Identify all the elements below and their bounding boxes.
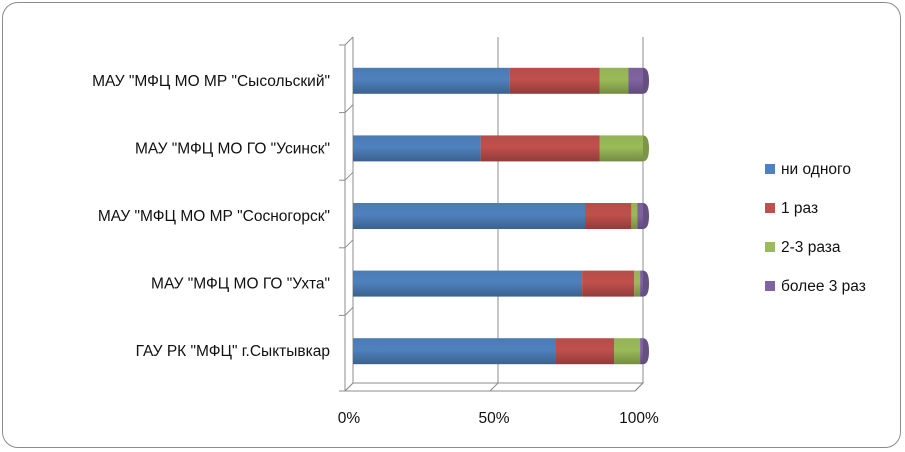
bar-0-1 bbox=[353, 135, 481, 162]
gridline-depth-2 bbox=[634, 382, 644, 392]
bar-2-4 bbox=[614, 338, 641, 365]
gridline-depth-0 bbox=[344, 382, 354, 392]
bar-1-2 bbox=[585, 203, 632, 229]
category-tick-depth-1 bbox=[344, 104, 354, 113]
legend-label-3: более 3 раз bbox=[781, 278, 866, 295]
x-tick-labels: 0% 50% 100% bbox=[338, 410, 659, 427]
legend-swatch-2 bbox=[765, 242, 775, 252]
gridline-depth-1 bbox=[489, 382, 499, 392]
legend-swatch-1 bbox=[765, 203, 775, 213]
bar-3-0 bbox=[628, 67, 643, 94]
bar-1-1 bbox=[480, 135, 600, 162]
bar-cap-2 bbox=[643, 203, 649, 229]
x-tick-label-2: 100% bbox=[619, 410, 659, 427]
x-tick-label-1: 50% bbox=[478, 410, 509, 427]
category-labels: МАУ "МФЦ МО МР "Сысольский" МАУ "МФЦ МО Г… bbox=[92, 73, 330, 360]
legend-label-2: 2-3 раза bbox=[781, 239, 841, 256]
bar-1-3 bbox=[582, 270, 635, 297]
category-label-4: ГАУ РК "МФЦ" г.Сыктывкар bbox=[136, 343, 330, 360]
x-tick-label-0: 0% bbox=[338, 410, 361, 427]
bar-2-0 bbox=[599, 67, 629, 94]
bar-3-4 bbox=[640, 338, 643, 365]
legend-swatch-0 bbox=[765, 164, 775, 174]
bar-cap-4 bbox=[643, 338, 649, 365]
bars bbox=[353, 67, 649, 365]
category-tick-depth-0 bbox=[344, 36, 354, 46]
legend-label-1: 1 раз bbox=[781, 200, 818, 217]
bar-2-2 bbox=[631, 203, 638, 229]
legend-label-0: ни одного bbox=[781, 161, 851, 178]
category-tick-depth-2 bbox=[344, 171, 354, 181]
category-tick-depth-4 bbox=[344, 307, 354, 316]
bar-0-3 bbox=[353, 270, 583, 297]
legend: ни одного 1 раз 2-3 раза более 3 раз bbox=[765, 161, 866, 295]
bar-0-0 bbox=[353, 67, 510, 94]
category-axis bbox=[339, 36, 354, 392]
bar-1-0 bbox=[509, 67, 600, 94]
bar-2-1 bbox=[599, 135, 643, 162]
bar-cap-3 bbox=[643, 270, 649, 297]
bar-1-4 bbox=[556, 338, 614, 365]
bar-2-3 bbox=[634, 270, 641, 297]
category-label-3: МАУ "МФЦ МО ГО "Ухта" bbox=[151, 276, 330, 293]
category-label-1: МАУ "МФЦ МО ГО "Усинск" bbox=[135, 140, 330, 157]
category-label-0: МАУ "МФЦ МО МР "Сысольский" bbox=[92, 73, 330, 90]
bar-3-2 bbox=[637, 203, 643, 229]
bar-3-3 bbox=[640, 270, 643, 297]
bar-cap-1 bbox=[643, 135, 649, 162]
category-label-2: МАУ "МФЦ МО МР "Сосногорск" bbox=[98, 208, 330, 225]
bar-cap-0 bbox=[643, 67, 649, 94]
category-tick-depth-3 bbox=[344, 239, 354, 249]
legend-swatch-3 bbox=[765, 281, 775, 291]
bar-0-4 bbox=[353, 338, 556, 365]
bar-0-2 bbox=[353, 203, 585, 229]
